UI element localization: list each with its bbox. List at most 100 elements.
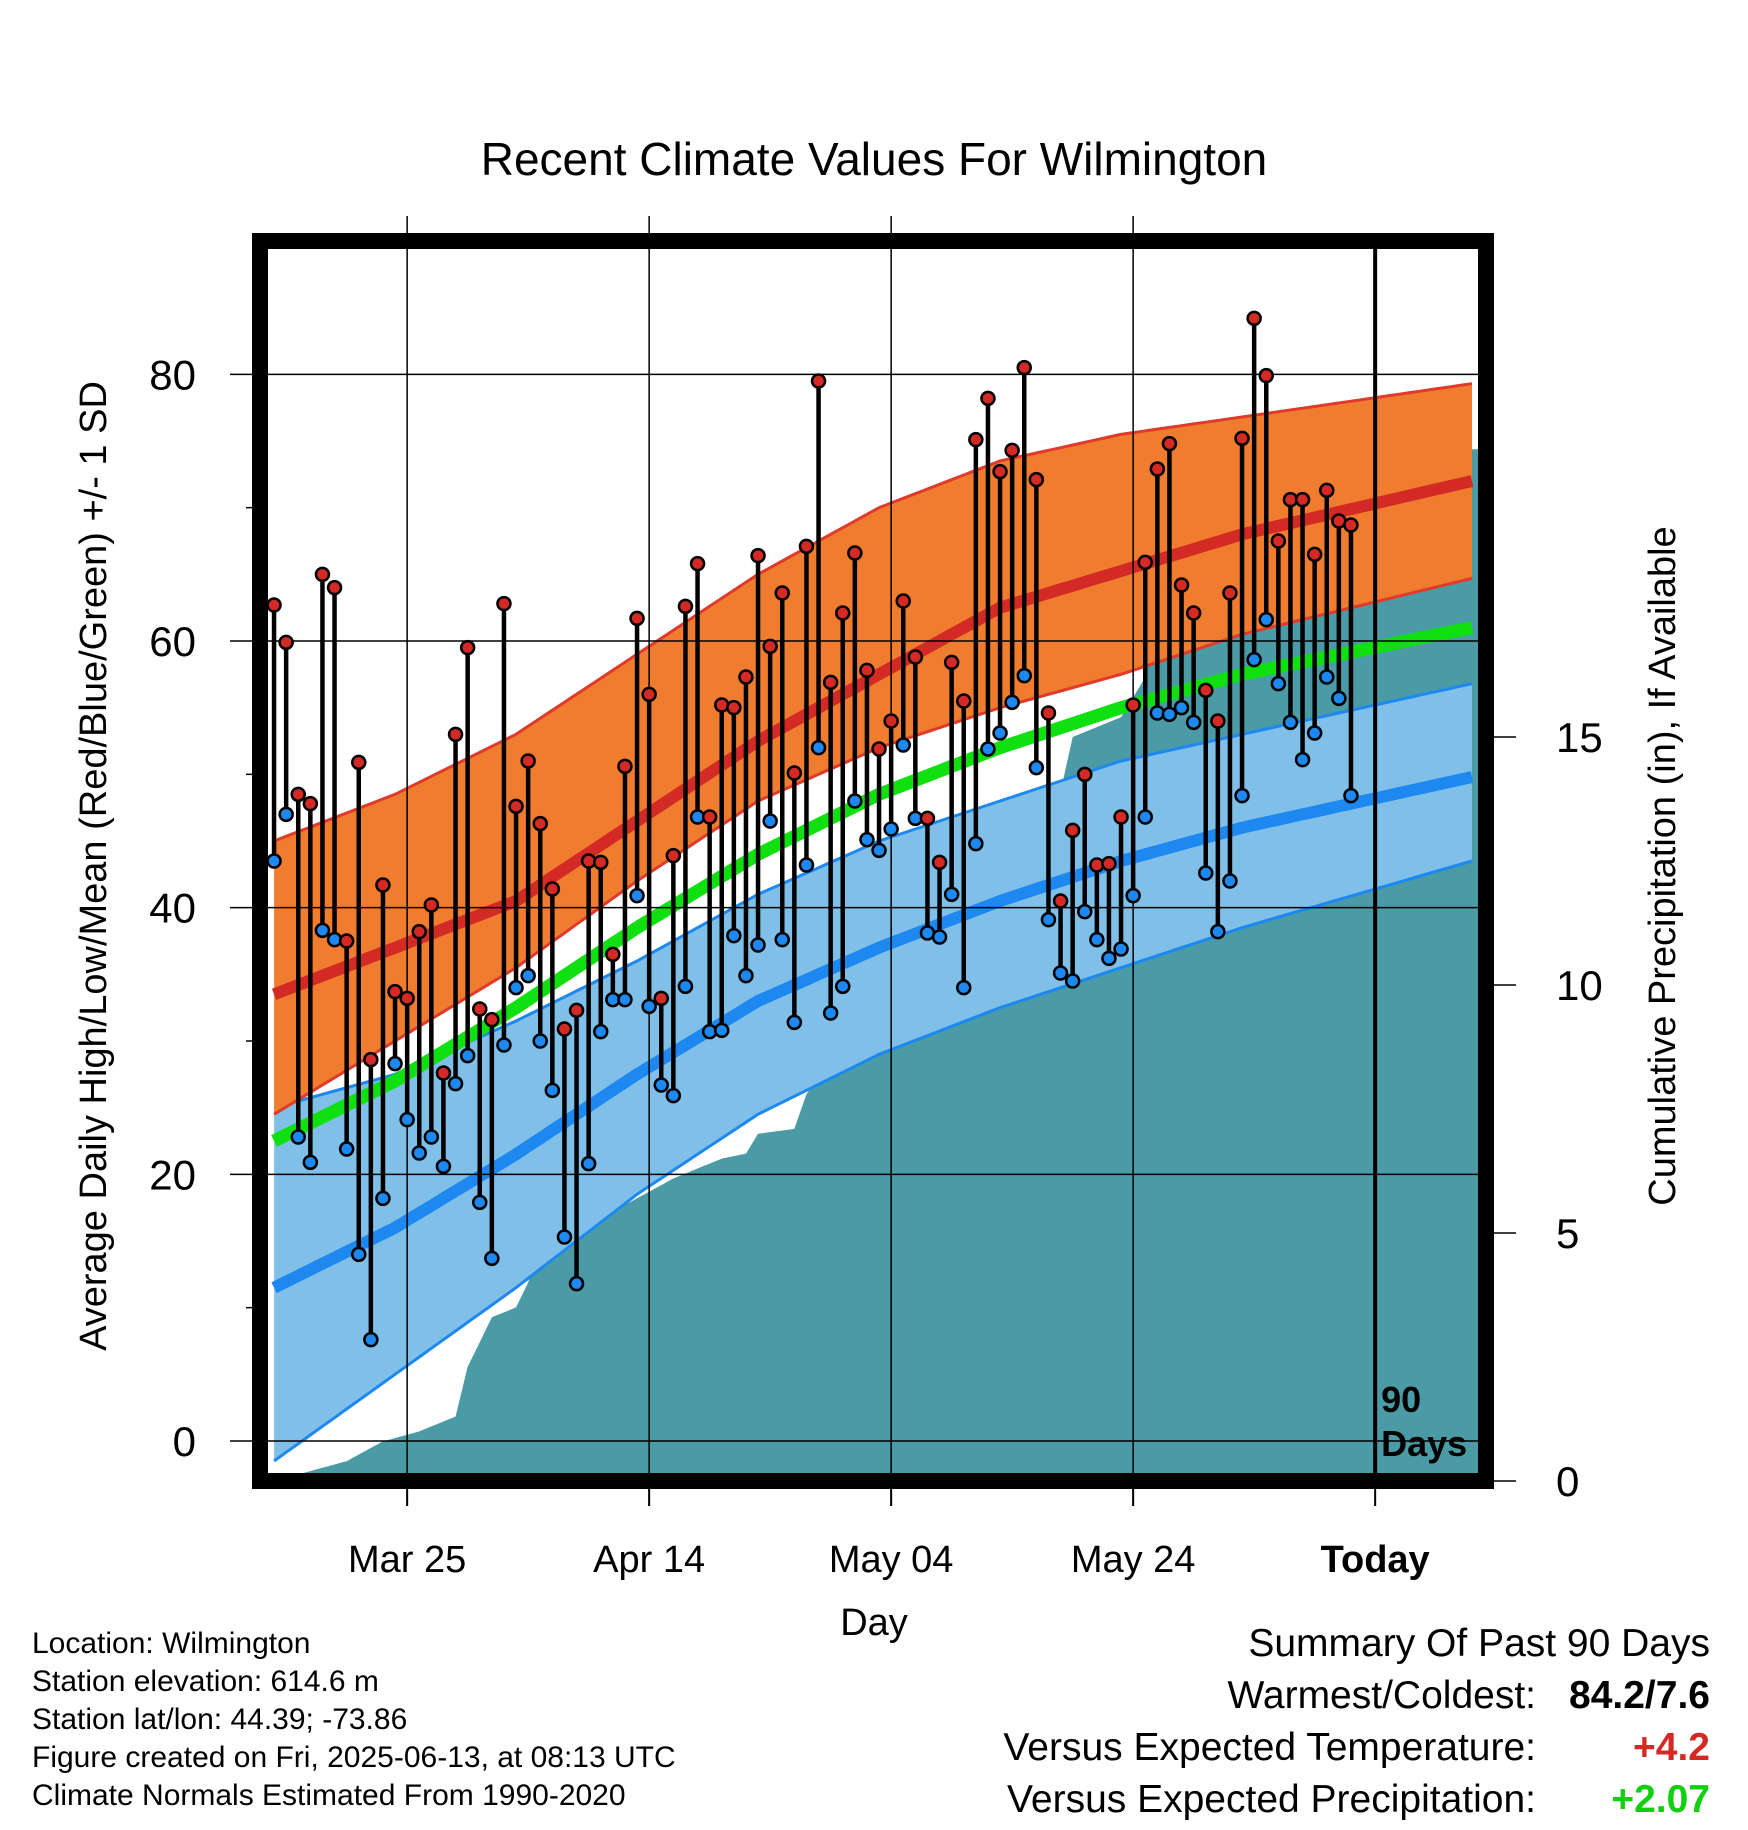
daily-high-point (835, 605, 851, 621)
daily-low-point (931, 929, 948, 945)
daily-low-point (1258, 611, 1274, 628)
daily-low-point (1270, 675, 1287, 692)
y-axis-label: Average Daily High/Low/Mean (Red/Blue/Gr… (73, 381, 115, 1351)
daily-high-point (1137, 554, 1153, 571)
daily-low-point (278, 806, 294, 823)
created-text: Figure created on Fri, 2025-06-13, at 08… (32, 1741, 676, 1774)
daily-low-point (1234, 787, 1250, 804)
daily-high-point (701, 809, 718, 825)
daily-low-point (1173, 699, 1190, 716)
daily-high-point (399, 990, 415, 1007)
daily-high-point (871, 741, 887, 757)
daily-high-point (1077, 766, 1093, 783)
daily-low-point (1125, 887, 1141, 904)
daily-low-point (266, 853, 282, 869)
daily-low-point (895, 737, 911, 753)
daily-low-point (822, 1005, 839, 1021)
daily-low-point (1040, 911, 1057, 928)
daily-low-point (1222, 873, 1238, 889)
summary-panel: Summary Of Past 90 Days Warmest/Coldest:… (1003, 1622, 1710, 1830)
daily-high-point (472, 1001, 488, 1017)
plot-frame (252, 233, 1494, 1489)
daily-low-point (726, 927, 742, 944)
daily-high-point (786, 765, 803, 781)
daily-high-point (1185, 605, 1202, 621)
daily-high-point (363, 1051, 379, 1068)
precip-anomaly-label: Versus Expected Precipitation: (1007, 1778, 1536, 1821)
daily-low-point (1161, 706, 1178, 723)
daily-high-point (447, 726, 464, 743)
daily-high-point (1222, 585, 1238, 601)
x-tick-label: Today (1321, 1539, 1430, 1581)
daily-low-point (556, 1229, 573, 1245)
chart-title: Recent Climate Values For Wilmington (481, 133, 1268, 185)
daily-high-point (677, 598, 694, 615)
daily-high-point (653, 990, 669, 1007)
daily-high-point (593, 854, 609, 871)
daily-high-point (508, 798, 524, 815)
daily-low-point (665, 1087, 682, 1104)
daily-high-point (629, 610, 645, 627)
x-tick-label: Mar 25 (348, 1539, 466, 1581)
y2-tick-label: 5 (1556, 1210, 1579, 1257)
daily-low-point (580, 1155, 597, 1172)
daily-high-point (314, 566, 331, 583)
daily-high-point (980, 390, 996, 407)
daily-high-point (1210, 713, 1226, 729)
daily-low-point (472, 1194, 488, 1211)
daily-low-point (798, 857, 815, 873)
today-marker-label: 90 (1381, 1379, 1421, 1420)
daily-low-point (544, 1082, 561, 1099)
y2-axis-label: Cumulative Precipitation (in), If Availa… (1642, 526, 1684, 1205)
y2-tick-label: 0 (1556, 1458, 1579, 1505)
daily-low-point (351, 1246, 367, 1263)
daily-high-point (1270, 533, 1287, 549)
temp-anomaly-row: Versus Expected Temperature: +4.2 (1003, 1726, 1710, 1778)
daily-low-point (423, 1129, 440, 1145)
daily-low-point (1028, 759, 1045, 776)
daily-low-point (762, 813, 778, 829)
daily-low-point (1113, 941, 1129, 957)
y2-tick-label: 10 (1556, 962, 1603, 1009)
daily-high-point (1294, 491, 1311, 508)
summary-heading-text: Summary Of Past 90 Days (1248, 1622, 1710, 1665)
daily-high-point (810, 373, 827, 389)
daily-low-point (302, 1154, 319, 1171)
daily-high-point (1161, 435, 1178, 452)
daily-high-point (665, 847, 682, 864)
daily-high-point (520, 753, 536, 769)
daily-low-point (363, 1331, 379, 1348)
daily-low-point (677, 978, 694, 995)
daily-high-point (1246, 310, 1262, 327)
daily-high-point (1028, 471, 1045, 488)
x-tick-label: May 04 (829, 1539, 954, 1581)
daily-low-point (314, 922, 331, 939)
daily-high-point (992, 463, 1008, 480)
daily-high-point (1004, 442, 1020, 459)
daily-high-point (617, 758, 633, 775)
daily-high-point (1306, 546, 1323, 563)
daily-low-point (738, 967, 754, 984)
daily-low-point (290, 1129, 306, 1145)
daily-low-point (943, 886, 960, 903)
today-marker-label: Days (1381, 1423, 1467, 1464)
y-tick-label: 20 (149, 1151, 196, 1198)
daily-low-point (1137, 809, 1153, 825)
daily-high-point (1234, 430, 1250, 447)
elevation-text: Station elevation: 614.6 m (32, 1665, 379, 1698)
daily-high-point (641, 686, 657, 703)
daily-high-point (726, 699, 742, 716)
daily-high-point (459, 639, 476, 656)
normals-text: Climate Normals Estimated From 1990-2020 (32, 1779, 626, 1812)
daily-high-point (919, 810, 936, 827)
daily-low-point (484, 1250, 500, 1267)
normal-low-mean-line (271, 771, 1474, 1294)
daily-high-point (338, 933, 355, 949)
daily-high-point (907, 649, 924, 665)
daily-high-point (532, 815, 548, 832)
daily-high-point (1343, 517, 1359, 533)
daily-high-point (496, 595, 512, 612)
daily-low-point (1004, 694, 1020, 711)
daily-low-point (399, 1111, 415, 1128)
y2-tick-label: 15 (1556, 714, 1603, 761)
